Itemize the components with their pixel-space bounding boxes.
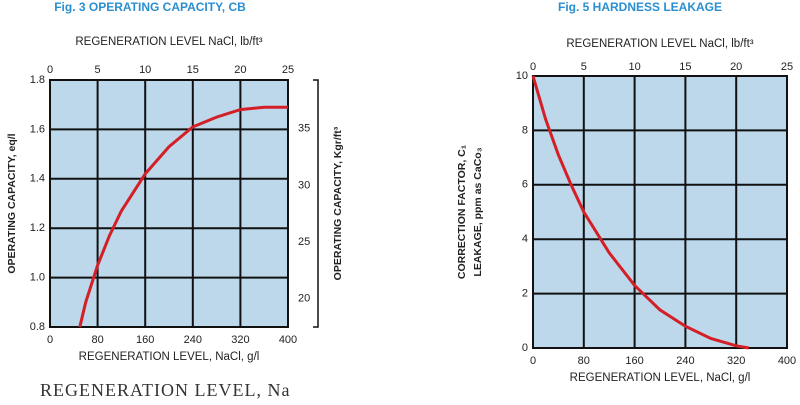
- y-tick-label: 0: [522, 342, 528, 354]
- x-tick-label: 320: [231, 334, 249, 346]
- x-tick-label: 240: [676, 355, 694, 367]
- y-tick-label: 1.0: [30, 272, 45, 284]
- data-line: [531, 75, 750, 350]
- y-tick-label: 0.8: [30, 321, 45, 333]
- x2-tick-label: 15: [679, 61, 691, 73]
- y2-tick-label: 20: [298, 293, 310, 305]
- y-axis-label: CORRECTION FACTOR, C₁: [456, 145, 468, 279]
- y2-axis-label: OPERATING CAPACITY, Kgr/ft³: [332, 126, 344, 280]
- y-tick-label: 1.8: [30, 74, 45, 86]
- chart-title: Fig. 5 HARDNESS LEAKAGE: [558, 0, 722, 14]
- x-axis-label: REGENERATION LEVEL, NaCl, g/l: [79, 351, 260, 363]
- x2-tick-label: 15: [187, 64, 199, 76]
- x-tick-label: 0: [47, 334, 53, 346]
- x2-tick-label: 5: [95, 64, 101, 76]
- annotation: REGENERATION LEVEL, Na: [40, 380, 290, 400]
- plot-area: [49, 79, 289, 328]
- y-tick-label: 10: [516, 70, 528, 82]
- x-tick-label: 320: [727, 355, 745, 367]
- plot-area: [532, 75, 788, 349]
- data-line: [78, 105, 288, 328]
- y-tick-label: 1.6: [30, 123, 45, 135]
- y2-axis-bracket: [313, 79, 319, 328]
- x2-tick-label: 10: [628, 61, 640, 73]
- y-axis-label: LEAKAGE, ppm as CaCo₃: [472, 147, 484, 276]
- x-tick-label: 0: [530, 355, 536, 367]
- x2-tick-label: 10: [139, 64, 151, 76]
- x2-tick-label: 20: [730, 61, 742, 73]
- y2-tick-label: 30: [298, 179, 310, 191]
- y-tick-label: 4: [522, 233, 528, 245]
- x2-tick-label: 20: [234, 64, 246, 76]
- x2-tick-label: 0: [530, 61, 536, 73]
- x2-axis-label: REGENERATION LEVEL NaCl, lb/ft³: [566, 38, 753, 50]
- x2-axis-label: REGENERATION LEVEL NaCl, lb/ft³: [75, 36, 262, 48]
- x-tick-label: 160: [625, 355, 643, 367]
- chart-title: Fig. 3 OPERATING CAPACITY, CB: [54, 0, 246, 14]
- y-tick-label: 1.2: [30, 222, 45, 234]
- x-tick-label: 160: [136, 334, 154, 346]
- y-axis-label: OPERATING CAPACITY, eq/l: [6, 133, 18, 273]
- x-tick-label: 240: [184, 334, 202, 346]
- x-tick-label: 80: [578, 355, 590, 367]
- x2-tick-label: 25: [781, 61, 793, 73]
- x-tick-label: 80: [91, 334, 103, 346]
- y2-tick-label: 25: [298, 236, 310, 248]
- y2-tick-label: 35: [298, 123, 310, 135]
- x-tick-label: 400: [778, 355, 796, 367]
- y-tick-label: 6: [522, 179, 528, 191]
- x-axis-label: REGENERATION LEVEL, NaCl, g/l: [570, 372, 751, 384]
- x2-tick-label: 5: [581, 61, 587, 73]
- y-tick-label: 2: [522, 288, 528, 300]
- x2-tick-label: 25: [282, 64, 294, 76]
- y-tick-label: 1.4: [30, 173, 45, 185]
- x2-tick-label: 0: [47, 64, 53, 76]
- x-tick-label: 400: [279, 334, 297, 346]
- y-tick-label: 8: [522, 124, 528, 136]
